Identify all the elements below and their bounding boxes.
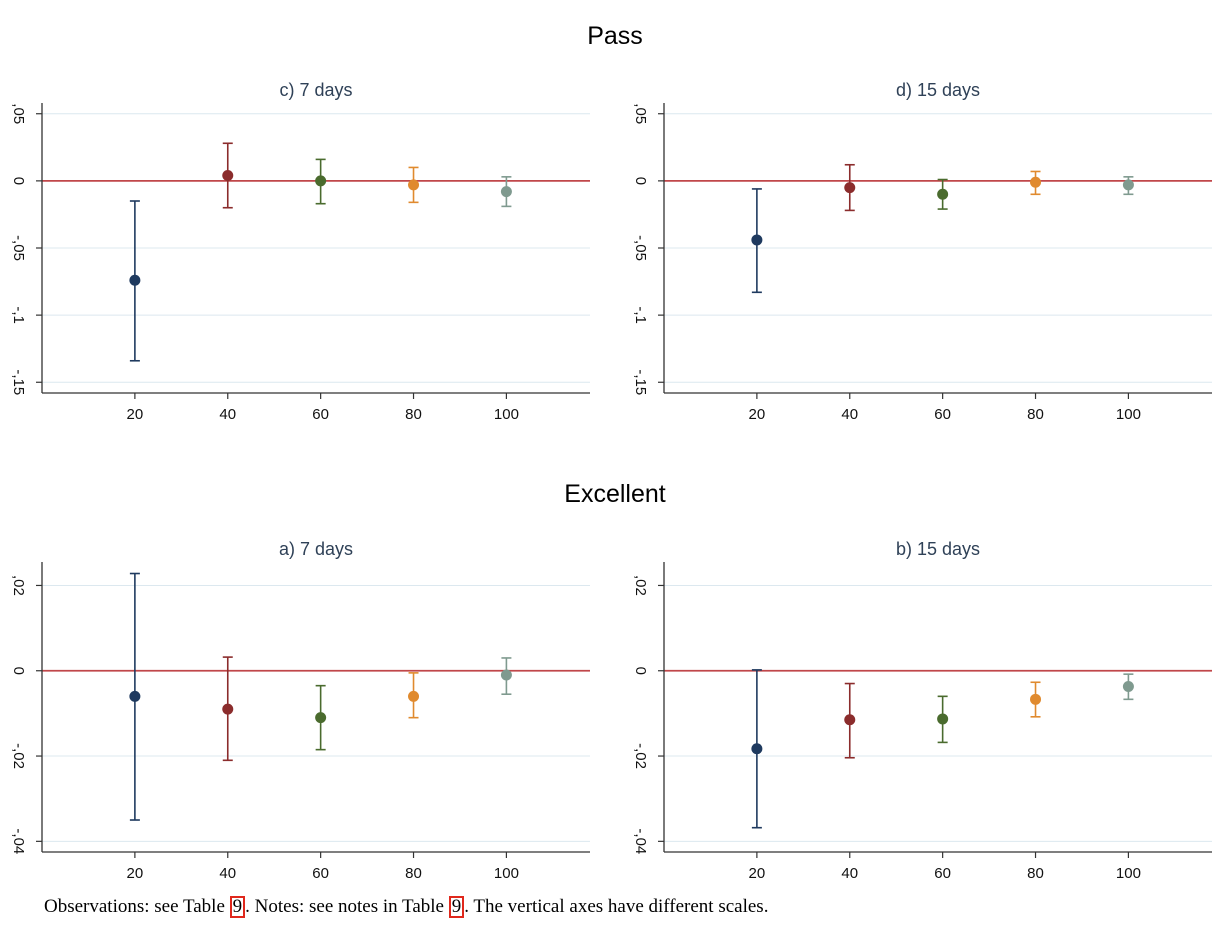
caption-text-2: . Notes: see notes in Table	[245, 896, 449, 917]
x-tick-label: 100	[494, 406, 519, 423]
x-tick-label: 100	[1116, 865, 1141, 882]
x-tick-label: 40	[219, 865, 236, 882]
chart-title: d) 15 days	[896, 80, 980, 100]
chart-panel-3: ,02 0 -,02 -,04 20 40 60 80 100 a) 7 days	[10, 539, 590, 882]
y-tick-label: -,02	[632, 743, 649, 769]
y-tick-label: -,1	[10, 306, 27, 324]
data-point	[129, 274, 141, 286]
x-tick-label: 60	[312, 865, 329, 882]
table-ref-link-1[interactable]: 9	[229, 896, 246, 918]
y-tick-label: -,04	[10, 828, 27, 854]
x-tick-label: 80	[1027, 406, 1044, 423]
x-tick-label: 20	[127, 865, 144, 882]
section-title-pass: Pass	[587, 22, 643, 50]
data-point	[751, 234, 763, 246]
y-tick-label: ,05	[632, 103, 649, 124]
y-tick-label: ,02	[10, 575, 27, 596]
coefficient-plots: ,05 0 -,05 -,1 -,15 20 40 60 80 100 c) 7 days ,05 0 -…	[10, 80, 1212, 882]
data-point	[315, 712, 327, 724]
y-tick-label: 0	[632, 667, 649, 675]
y-tick-label: -,02	[10, 743, 27, 769]
x-tick-label: 20	[127, 406, 144, 423]
table-ref-link-2[interactable]: 9	[448, 896, 465, 918]
x-tick-label: 40	[841, 406, 858, 423]
data-point	[129, 690, 141, 702]
data-point	[222, 703, 234, 715]
x-tick-label: 60	[934, 406, 951, 423]
x-tick-label: 60	[934, 865, 951, 882]
chart-title: a) 7 days	[279, 539, 353, 559]
chart-title: c) 7 days	[279, 80, 352, 100]
y-tick-label: ,02	[632, 575, 649, 596]
y-tick-label: -,05	[10, 235, 27, 261]
y-tick-label: 0	[632, 177, 649, 185]
figure-caption: Observations: see Table 9. Notes: see no…	[44, 896, 768, 918]
chart-title: b) 15 days	[896, 539, 980, 559]
data-point	[408, 690, 420, 702]
data-point	[844, 182, 856, 194]
x-tick-label: 80	[405, 406, 422, 423]
caption-text-3: . The vertical axes have different scale…	[464, 896, 769, 917]
y-tick-label: -,15	[10, 369, 27, 395]
x-tick-label: 40	[219, 406, 236, 423]
y-tick-label: 0	[10, 177, 27, 185]
section-title-excellent: Excellent	[564, 480, 666, 508]
y-tick-label: -,15	[632, 369, 649, 395]
x-tick-label: 100	[1116, 406, 1141, 423]
y-tick-label: -,1	[632, 306, 649, 324]
x-tick-label: 40	[841, 865, 858, 882]
data-point	[937, 188, 949, 200]
chart-panel-1: ,05 0 -,05 -,1 -,15 20 40 60 80 100 c) 7 days	[10, 80, 590, 423]
x-tick-label: 80	[1027, 865, 1044, 882]
x-tick-label: 20	[749, 865, 766, 882]
y-tick-label: -,04	[632, 828, 649, 854]
caption-text-1: Observations: see Table	[44, 896, 230, 917]
data-point	[500, 669, 512, 681]
x-tick-label: 80	[405, 865, 422, 882]
data-point	[1030, 693, 1042, 705]
data-point	[1030, 176, 1042, 188]
y-tick-label: ,05	[10, 103, 27, 124]
x-tick-label: 100	[494, 865, 519, 882]
data-point	[222, 170, 234, 181]
data-point	[408, 179, 420, 191]
chart-panel-4: ,02 0 -,02 -,04 20 40 60 80 100 b) 15 days	[632, 539, 1212, 882]
x-tick-label: 60	[312, 406, 329, 423]
data-point	[844, 714, 856, 726]
data-point	[1122, 179, 1134, 191]
chart-panel-2: ,05 0 -,05 -,1 -,15 20 40 60 80 100 d) 15 days	[632, 80, 1212, 423]
data-point	[1122, 681, 1134, 693]
data-point	[751, 743, 763, 755]
data-point	[937, 713, 949, 725]
x-tick-label: 20	[749, 406, 766, 423]
y-tick-label: -,05	[632, 235, 649, 261]
data-point	[315, 175, 327, 187]
data-point	[500, 186, 512, 198]
y-tick-label: 0	[10, 667, 27, 675]
